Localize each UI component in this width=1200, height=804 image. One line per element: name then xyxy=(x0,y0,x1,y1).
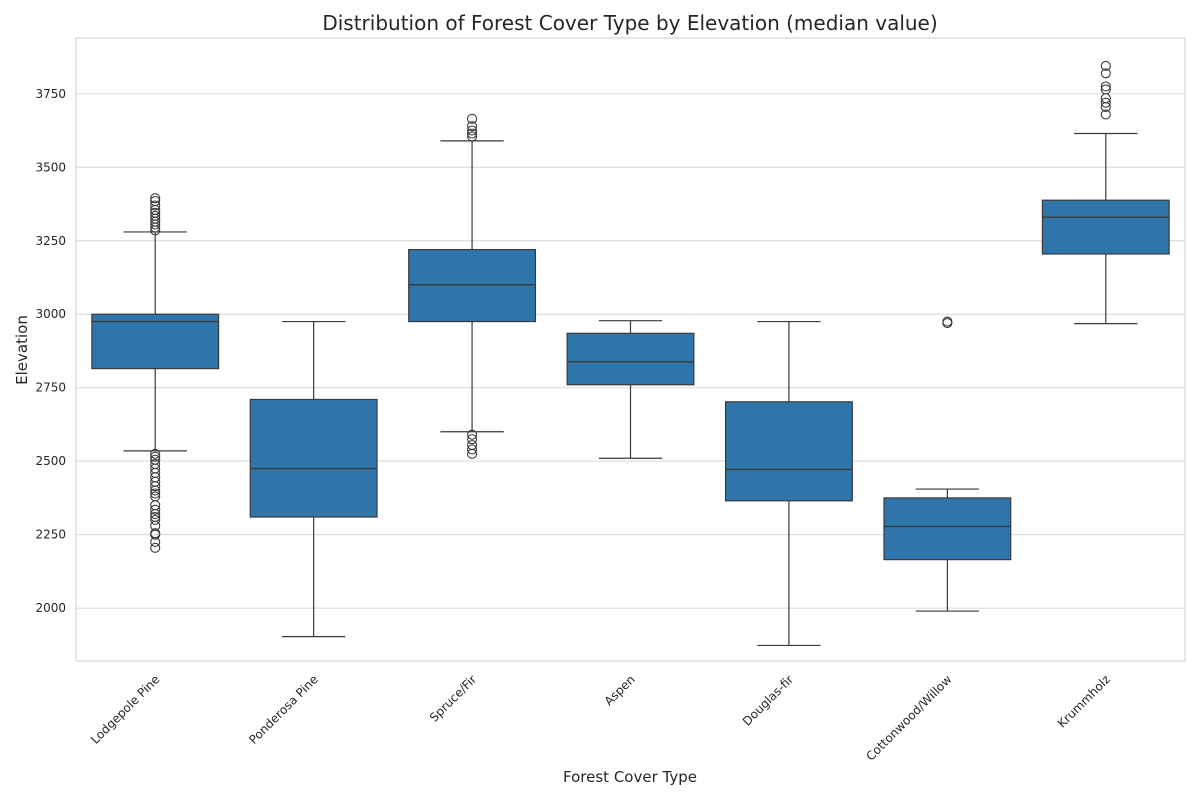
x-tick-label: Spruce/Fir xyxy=(427,672,479,724)
outlier-point xyxy=(467,439,478,451)
outlier-point xyxy=(467,125,478,136)
iqr-box xyxy=(249,398,378,518)
outlier-point xyxy=(150,528,161,539)
boxes-layer xyxy=(91,60,1170,647)
outlier-point xyxy=(150,200,161,211)
outlier-point xyxy=(150,207,161,218)
x-tick-label: Krummholz xyxy=(1055,672,1113,730)
y-tick-label: 3250 xyxy=(35,234,66,248)
iqr-box xyxy=(883,497,1012,561)
outlier-point xyxy=(150,488,161,499)
outlier-point xyxy=(467,131,478,142)
iqr-box xyxy=(1041,199,1170,255)
outlier-point xyxy=(150,454,161,465)
outlier-point xyxy=(467,128,478,139)
iqr-box xyxy=(724,401,853,502)
outlier-point xyxy=(150,491,161,502)
y-tick-label: 2250 xyxy=(35,528,66,542)
outlier-point xyxy=(467,429,478,440)
box-group xyxy=(724,320,853,647)
iqr-box xyxy=(566,332,695,386)
outlier-point xyxy=(1100,84,1111,95)
outlier-point xyxy=(150,459,161,470)
outlier-point xyxy=(150,448,161,459)
y-tick-label: 3000 xyxy=(35,307,66,321)
outlier-point xyxy=(1100,109,1111,120)
chart-title: Distribution of Forest Cover Type by Ele… xyxy=(322,11,937,35)
outlier-point xyxy=(467,444,478,455)
outlier-point xyxy=(1100,68,1111,79)
iqr-box xyxy=(408,248,537,323)
x-tick-label: Aspen xyxy=(602,672,638,708)
box-group xyxy=(408,113,537,459)
box-group xyxy=(1041,60,1170,325)
box-group xyxy=(883,316,1012,612)
outlier-point xyxy=(150,514,161,525)
outlier-point xyxy=(150,451,161,462)
outlier-point xyxy=(1100,81,1111,92)
y-tick-label: 3750 xyxy=(35,87,66,101)
outlier-point xyxy=(150,196,161,207)
box-group xyxy=(249,320,378,638)
outlier-point xyxy=(467,434,478,445)
y-tick-labels: 2000 2250 2500 2750 3000 3250 3500 3750 xyxy=(35,87,66,615)
y-tick-label: 2750 xyxy=(35,381,66,395)
x-axis-label: Forest Cover Type xyxy=(563,768,697,786)
y-tick-label: 2000 xyxy=(35,601,66,615)
outlier-point xyxy=(467,113,478,124)
iqr-box xyxy=(91,313,220,370)
y-axis-label: Elevation xyxy=(13,315,31,385)
x-tick-label: Lodgepole Pine xyxy=(88,672,162,746)
outlier-point xyxy=(150,542,161,553)
box-group xyxy=(566,320,695,459)
outlier-point xyxy=(467,121,478,132)
y-tick-label: 2500 xyxy=(35,454,66,468)
outlier-point xyxy=(1100,60,1111,71)
outlier-point xyxy=(150,193,161,204)
x-tick-labels: Lodgepole Pine Ponderosa Pine Spruce/Fir As… xyxy=(88,672,1113,763)
outlier-point xyxy=(1100,97,1111,108)
box-group xyxy=(91,193,220,553)
outlier-point xyxy=(150,511,161,523)
x-tick-label: Cottonwood/Willow xyxy=(863,672,954,763)
x-tick-label: Ponderosa Pine xyxy=(246,672,321,747)
y-tick-label: 3500 xyxy=(35,160,66,174)
x-tick-label: Douglas-fir xyxy=(740,672,796,728)
outlier-point xyxy=(942,316,953,327)
outlier-point xyxy=(150,504,161,515)
outlier-point xyxy=(150,210,161,221)
